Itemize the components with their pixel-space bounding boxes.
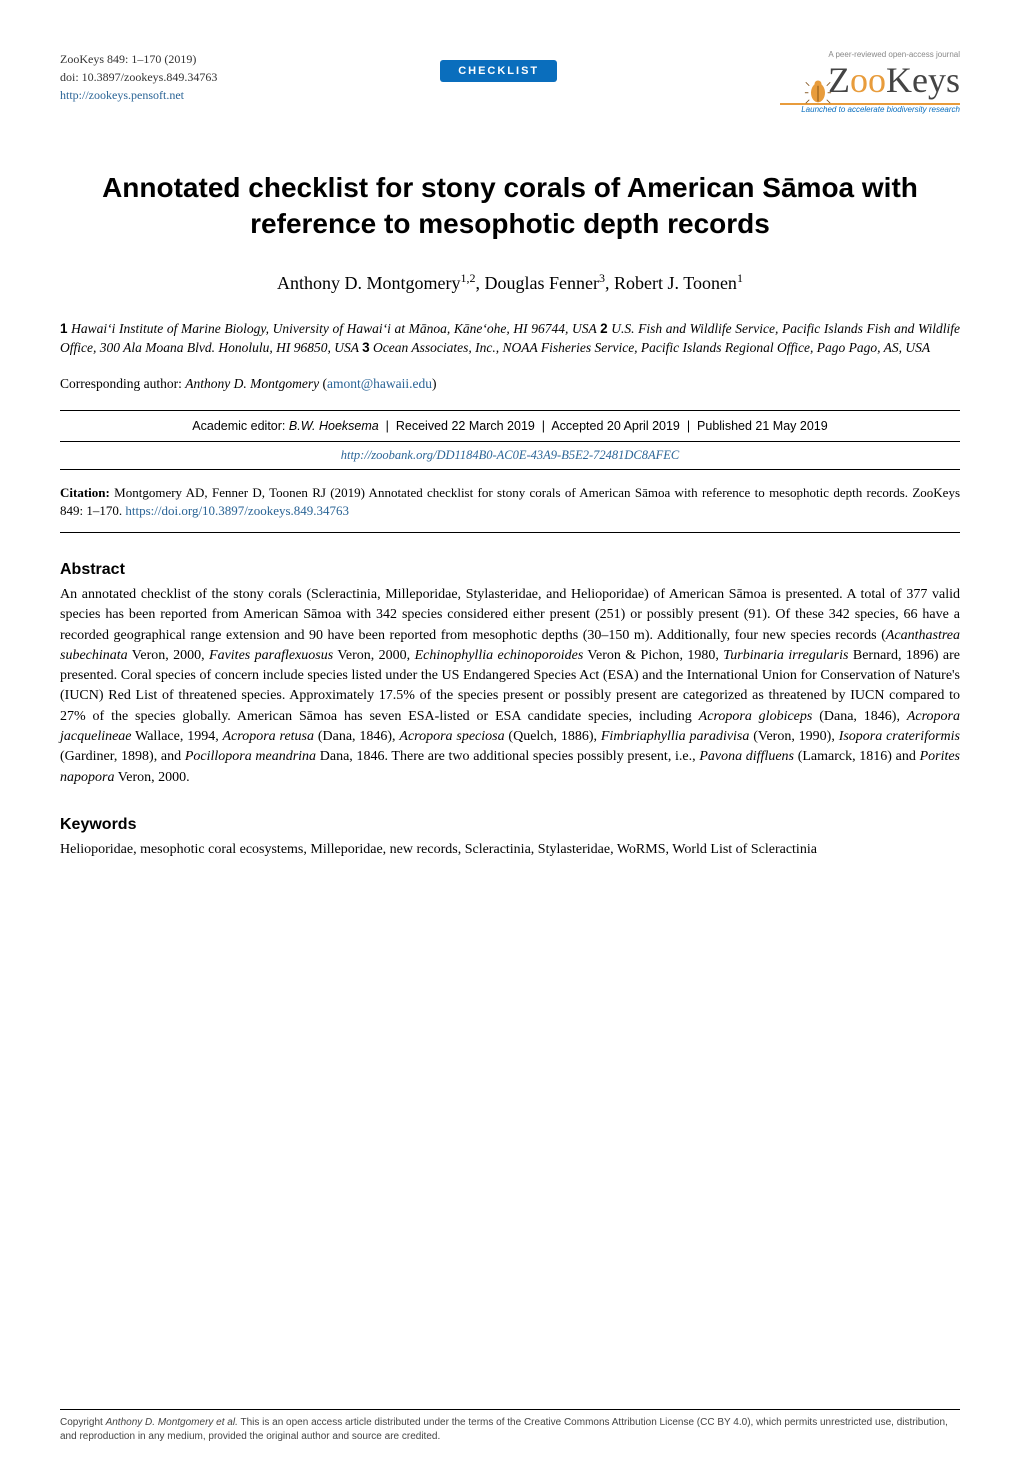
keywords-heading: Keywords xyxy=(60,816,960,834)
editorial-info: Academic editor: B.W. Hoeksema | Receive… xyxy=(60,410,960,442)
corresponding-name: Anthony D. Montgomery xyxy=(185,376,319,391)
zoobank-link[interactable]: http://zoobank.org/DD1184B0-AC0E-43A9-B5… xyxy=(341,448,680,462)
abstract-body: An annotated checklist of the stony cora… xyxy=(60,585,960,788)
logo-tagline-bottom: Launched to accelerate biodiversity rese… xyxy=(780,105,960,114)
logo-z: Z xyxy=(828,60,850,100)
authors: Anthony D. Montgomery1,2, Douglas Fenner… xyxy=(60,271,960,294)
citation-block: Citation: Montgomery AD, Fenner D, Toone… xyxy=(60,484,960,533)
keywords-body: Helioporidae, mesophotic coral ecosystem… xyxy=(60,840,960,860)
academic-editor-label: Academic editor: xyxy=(192,419,285,433)
academic-editor-name: B.W. Hoeksema xyxy=(289,419,379,433)
zoobank-row: http://zoobank.org/DD1184B0-AC0E-43A9-B5… xyxy=(60,442,960,470)
journal-site-link[interactable]: http://zookeys.pensoft.net xyxy=(60,88,184,102)
received-date: Received 22 March 2019 xyxy=(396,419,535,433)
journal-issue: ZooKeys 849: 1–170 (2019) xyxy=(60,50,217,68)
accepted-date: Accepted 20 April 2019 xyxy=(551,419,680,433)
logo-keys: Keys xyxy=(886,60,960,100)
citation-doi-link[interactable]: https://doi.org/10.3897/zookeys.849.3476… xyxy=(125,503,349,518)
header-row: ZooKeys 849: 1–170 (2019) doi: 10.3897/z… xyxy=(60,0,960,110)
copyright-footer: Copyright Anthony D. Montgomery et al. T… xyxy=(60,1409,960,1443)
checklist-badge: CHECKLIST xyxy=(440,60,557,82)
paper-title: Annotated checklist for stony corals of … xyxy=(60,170,960,243)
doi-line: doi: 10.3897/zookeys.849.34763 xyxy=(60,68,217,86)
corresponding-email-link[interactable]: amont@hawaii.edu xyxy=(327,376,432,391)
corresponding-author: Corresponding author: Anthony D. Montgom… xyxy=(60,376,960,392)
logo-oo: oo xyxy=(850,60,886,100)
abstract-heading: Abstract xyxy=(60,561,960,579)
corresponding-label: Corresponding author: xyxy=(60,376,182,391)
published-date: Published 21 May 2019 xyxy=(697,419,828,433)
logo-tagline-top: A peer-reviewed open-access journal xyxy=(780,50,960,59)
affiliations: 1 Hawaiʻi Institute of Marine Biology, U… xyxy=(60,320,960,358)
logo-wordmark: ZooKeys xyxy=(780,59,960,101)
journal-meta: ZooKeys 849: 1–170 (2019) doi: 10.3897/z… xyxy=(60,50,217,104)
citation-label: Citation: xyxy=(60,485,110,500)
zookeys-logo: A peer-reviewed open-access journal ZooK… xyxy=(780,50,960,114)
